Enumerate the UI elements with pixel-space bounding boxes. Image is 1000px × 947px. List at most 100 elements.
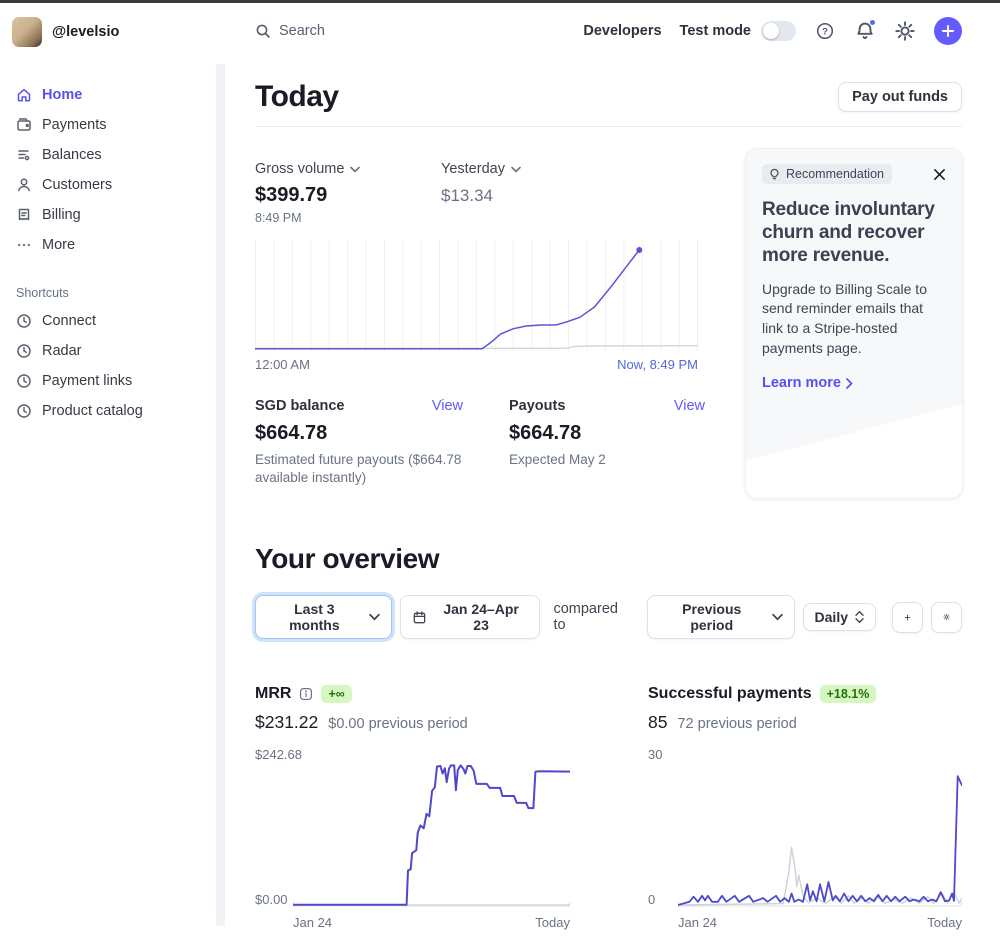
payouts-view-link[interactable]: View bbox=[674, 398, 705, 414]
mrr-change-badge: +∞ bbox=[321, 685, 351, 703]
successful-payments-chart-plot[interactable] bbox=[678, 761, 962, 907]
yesterday-value: $13.34 bbox=[441, 186, 521, 206]
billing-icon bbox=[16, 207, 32, 223]
settings-icon[interactable] bbox=[894, 20, 916, 42]
sidebar-item-label: Billing bbox=[42, 207, 81, 223]
search-icon bbox=[255, 23, 271, 39]
main-content: Today Pay out funds Gross volume $399.79… bbox=[255, 64, 962, 947]
create-button[interactable] bbox=[934, 17, 962, 45]
filter-bar: Last 3 months Jan 24–Apr 23 compared to … bbox=[255, 595, 962, 639]
gross-volume-time: 8:49 PM bbox=[255, 211, 441, 225]
y-min-label: 0 bbox=[648, 892, 655, 907]
svg-text:?: ? bbox=[822, 26, 828, 37]
chevron-right-icon bbox=[846, 378, 853, 389]
notifications-icon[interactable] bbox=[854, 20, 876, 42]
successful-payments-label: Successful payments bbox=[648, 685, 812, 703]
x-start-label: Jan 24 bbox=[293, 915, 332, 930]
add-chart-button[interactable] bbox=[892, 602, 923, 633]
clock-icon bbox=[16, 403, 32, 419]
date-range-picker[interactable]: Jan 24–Apr 23 bbox=[400, 595, 541, 639]
sidebar-item-label: Customers bbox=[42, 177, 112, 193]
sidebar-item-label: Home bbox=[42, 87, 82, 103]
developers-link[interactable]: Developers bbox=[583, 23, 661, 39]
calendar-icon bbox=[412, 610, 427, 625]
account-switcher[interactable]: @levelsio bbox=[12, 17, 119, 47]
x-end-label: Today bbox=[927, 915, 962, 930]
sidebar-item-label: Radar bbox=[42, 343, 82, 359]
granularity-select[interactable]: Daily bbox=[803, 603, 876, 631]
gross-volume-stat: Gross volume $399.79 8:49 PM bbox=[255, 161, 441, 225]
close-icon[interactable] bbox=[933, 168, 946, 181]
gross-volume-chart[interactable] bbox=[255, 239, 698, 351]
x-end-label: Today bbox=[535, 915, 570, 930]
learn-more-link[interactable]: Learn more bbox=[762, 375, 853, 391]
shortcuts-heading: Shortcuts bbox=[0, 286, 216, 300]
account-avatar bbox=[12, 17, 42, 47]
y-min-label: $0.00 bbox=[255, 892, 288, 907]
overview-settings-button[interactable] bbox=[931, 602, 962, 633]
section-divider bbox=[255, 126, 962, 127]
sidebar-item-payment-links[interactable]: Payment links bbox=[0, 366, 216, 396]
lightbulb-icon bbox=[768, 168, 781, 181]
clock-icon bbox=[16, 343, 32, 359]
sidebar-item-label: Payment links bbox=[42, 373, 132, 389]
chart-x-now-label: Now, 8:49 PM bbox=[617, 357, 698, 372]
help-icon[interactable]: ? bbox=[814, 20, 836, 42]
recommendation-card: Recommendation Reduce involuntary churn … bbox=[745, 148, 963, 499]
sgd-balance-label: SGD balance bbox=[255, 398, 344, 414]
overview-title: Your overview bbox=[255, 543, 962, 575]
payouts-label: Payouts bbox=[509, 398, 565, 414]
more-icon bbox=[16, 237, 32, 253]
yesterday-selector[interactable]: Yesterday bbox=[441, 161, 521, 177]
balances-icon bbox=[16, 147, 32, 163]
sidebar-item-label: Payments bbox=[42, 117, 106, 133]
header: @levelsio Search Developers Test mode ? bbox=[0, 3, 1000, 61]
sort-icon bbox=[855, 610, 864, 624]
test-mode-label: Test mode bbox=[680, 23, 751, 39]
chevron-down-icon bbox=[511, 166, 521, 173]
yesterday-label: Yesterday bbox=[441, 161, 505, 177]
sidebar-item-label: Balances bbox=[42, 147, 102, 163]
successful-payments-previous: 72 previous period bbox=[677, 716, 796, 732]
compared-to-label: compared to bbox=[553, 601, 633, 633]
x-start-label: Jan 24 bbox=[678, 915, 717, 930]
card-wedge bbox=[746, 400, 962, 498]
payouts-caption: Expected May 2 bbox=[509, 451, 705, 469]
clock-icon bbox=[16, 313, 32, 329]
gross-volume-value: $399.79 bbox=[255, 184, 441, 207]
payments-icon bbox=[16, 117, 32, 133]
sgd-balance-view-link[interactable]: View bbox=[432, 398, 463, 414]
sidebar-item-product-catalog[interactable]: Product catalog bbox=[0, 396, 216, 426]
sidebar-divider bbox=[216, 64, 225, 926]
sidebar-item-customers[interactable]: Customers bbox=[0, 170, 216, 200]
sidebar-item-payments[interactable]: Payments bbox=[0, 110, 216, 140]
sidebar-item-radar[interactable]: Radar bbox=[0, 336, 216, 366]
successful-payments-metric: Successful payments +18.1% 85 72 previou… bbox=[648, 685, 962, 733]
date-range-select[interactable]: Last 3 months bbox=[255, 595, 392, 639]
sidebar-item-more[interactable]: More bbox=[0, 230, 216, 260]
sidebar-item-home[interactable]: Home bbox=[0, 80, 216, 110]
sidebar-item-billing[interactable]: Billing bbox=[0, 200, 216, 230]
mrr-value: $231.22 bbox=[255, 712, 318, 733]
sidebar: Home Payments Balances Customers Billing… bbox=[0, 64, 216, 926]
successful-payments-value: 85 bbox=[648, 712, 667, 733]
sidebar-item-balances[interactable]: Balances bbox=[0, 140, 216, 170]
pay-out-funds-button[interactable]: Pay out funds bbox=[838, 82, 962, 112]
notification-dot bbox=[869, 19, 876, 26]
successful-payments-change-badge: +18.1% bbox=[820, 685, 877, 703]
mrr-chart-plot[interactable] bbox=[293, 761, 570, 907]
gross-volume-label: Gross volume bbox=[255, 161, 344, 177]
compare-select[interactable]: Previous period bbox=[647, 595, 795, 639]
y-max-label: $242.68 bbox=[255, 747, 302, 762]
search-input[interactable]: Search bbox=[255, 23, 555, 39]
chevron-down-icon bbox=[350, 166, 360, 173]
mrr-previous: $0.00 previous period bbox=[328, 716, 467, 732]
sidebar-item-connect[interactable]: Connect bbox=[0, 306, 216, 336]
mrr-chart: $242.68 $0.00 Jan 24 Today bbox=[255, 747, 570, 947]
search-placeholder: Search bbox=[279, 23, 325, 39]
info-icon[interactable] bbox=[299, 687, 313, 701]
page-title: Today bbox=[255, 80, 339, 114]
recommendation-badge: Recommendation bbox=[762, 164, 892, 184]
test-mode-toggle[interactable] bbox=[761, 21, 796, 41]
gross-volume-selector[interactable]: Gross volume bbox=[255, 161, 441, 177]
